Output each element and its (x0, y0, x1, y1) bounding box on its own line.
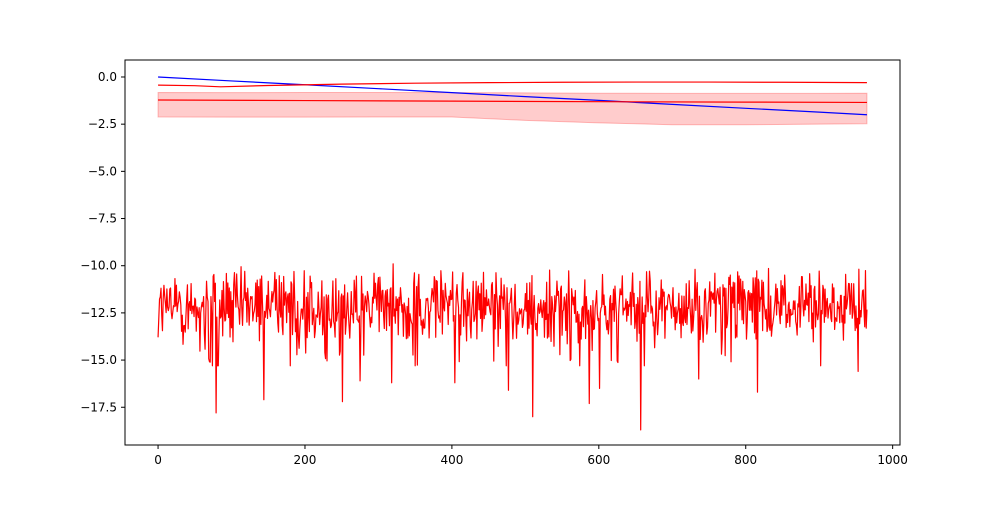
y-tick-label: −17.5 (80, 400, 117, 414)
axes-layer: 0 200 400 600 800 1000 0.0 −2.5 −5.0 −7.5 −10.0 −12… (80, 70, 908, 467)
series-layer (157, 76, 868, 431)
y-tick-label: −2.5 (88, 117, 117, 131)
y-tick-label: −15.0 (80, 353, 117, 367)
red-middle-line (158, 99, 867, 104)
x-tick-label: 800 (734, 453, 757, 467)
plot-background (125, 60, 900, 445)
y-tick-label: 0.0 (98, 70, 117, 84)
x-tick-label: 1000 (877, 453, 908, 467)
blue-line (158, 76, 867, 116)
x-tick-label: 200 (294, 453, 317, 467)
y-tick-label: −12.5 (80, 306, 117, 320)
y-tick-label: −5.0 (88, 164, 117, 178)
y-tick-label: −10.0 (80, 259, 117, 273)
x-tick-label: 600 (587, 453, 610, 467)
x-tick-label: 400 (440, 453, 463, 467)
x-tick-label: 0 (154, 453, 162, 467)
red-noisy-line (157, 263, 868, 431)
plot-frame (124, 59, 901, 446)
y-tick-label: −7.5 (88, 212, 117, 226)
red-upper-curve (158, 81, 867, 88)
